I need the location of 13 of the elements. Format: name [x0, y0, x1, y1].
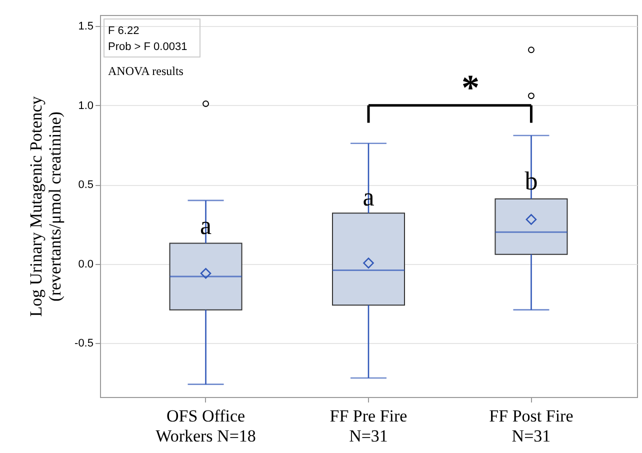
annotation: Prob > F 0.0031: [108, 41, 188, 53]
y-axis-title: Log Urinary Mutagenic Potency (revertants/μmol creatinine): [26, 96, 65, 317]
y-tick-label: 1.5: [78, 20, 94, 33]
y-tick-label: 0.0: [78, 258, 94, 270]
x-tick-label: FF Post Fire N=31: [489, 406, 574, 446]
x-tick-label: OFS Office Workers N=18: [156, 406, 256, 446]
annotation: ANOVA results: [108, 64, 184, 78]
annotation: *: [462, 67, 480, 108]
annotation: F 6.22: [108, 25, 140, 37]
y-tick-label: 1.0: [78, 100, 94, 112]
y-tick-label: -0.5: [74, 338, 94, 350]
y-tick-label: 0.5: [78, 179, 94, 192]
x-tick-label: FF Pre Fire N=31: [330, 406, 408, 446]
